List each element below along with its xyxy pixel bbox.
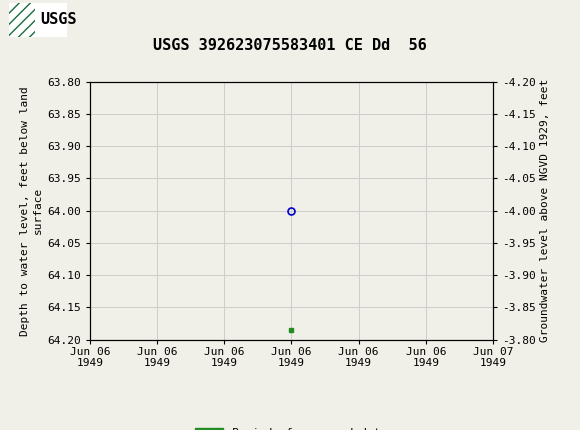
Bar: [9, 3, 67, 37]
Bar: [9, 3, 35, 37]
Y-axis label: Depth to water level, feet below land
surface: Depth to water level, feet below land su…: [20, 86, 43, 335]
Text: USGS 392623075583401 CE Dd  56: USGS 392623075583401 CE Dd 56: [153, 38, 427, 52]
Text: USGS: USGS: [41, 12, 77, 28]
Legend: Period of approved data: Period of approved data: [191, 423, 392, 430]
Y-axis label: Groundwater level above NGVD 1929, feet: Groundwater level above NGVD 1929, feet: [540, 79, 550, 342]
